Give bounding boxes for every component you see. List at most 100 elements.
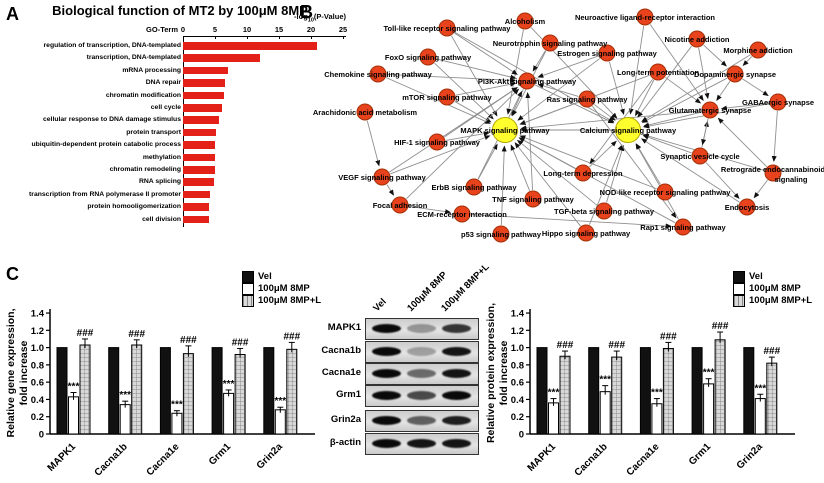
edge-p53-signaling-pathway-to-mapk-signaling-pathway [500,145,507,226]
bar-cacna1e-vel [159,347,171,435]
go-term-bar-chromatin-remodeling [183,166,215,174]
node-nicotine-addiction [688,30,706,48]
go-term-bar-methylation [183,153,215,162]
edge-estrogen-signaling-pathway-to-mapk-signaling-pathway [517,58,601,121]
node-label-hippo-signaling-pathway: Hippo signaling pathway [542,229,631,238]
go-term-bar-regulation-of-transcription-dna-templated [183,42,318,50]
y-tick-label: 0.8 [31,360,44,371]
x-tick-label: 25 [338,25,348,34]
edge-vegf-signaling-pathway-to-mapk-signaling-pathway [390,135,491,175]
edge-neuroactive-ligand-receptor-interaction-to-calcium-signaling-pathway [628,25,645,115]
go-term-label-mrna-processing: mRNA processing [122,66,181,74]
go-term-label-protein-homooligomerization: protein homooligomerization [87,203,181,211]
bar-mapk1-100-m-8mp [68,396,79,435]
panel-c-letter: C [6,264,19,284]
y-tick-label: 0.8 [511,360,524,371]
bar-grm1-100-m-8mp [223,392,235,435]
8mp-swatch [242,283,254,295]
go-term-bar-transcription-dna-templated [183,54,260,62]
node-label-synaptic-vesicle-cycle: Synaptic vesicle cycle [660,152,739,161]
blot-band-actin-0 [372,439,401,448]
node-synaptic-vesicle-cycle [691,147,709,165]
edge-dopaminergic-synapse-to-gabaergic-synapse [742,78,769,96]
sig-cacna1e-100-m-8mp-l: ### [180,335,197,346]
edge-estrogen-signaling-pathway-to-calcium-signaling-pathway [608,61,625,116]
x-tick-label: 0 [180,25,186,34]
sig-cacna1e-100-m-8mp: *** [171,400,183,411]
x-tick-label-cacna1e: Cacna1e [625,441,662,478]
blot-lane-grin2a [365,410,479,432]
edge-ecm-receptor-interaction-to-rap1-signaling-pathway [470,214,673,229]
edge-estrogen-signaling-pathway-to-pi3k-akt-signaling-pathway [537,55,599,78]
node-label-nod-like-receptor-signaling-pathway: NOD-like receptor signaling pathway [600,188,732,197]
node-label-neuroactive-ligand-receptor-interaction: Neuroactive ligand-receptor interaction [575,13,715,22]
node-estrogen-signaling-pathway [598,44,616,62]
x-tick-label-grm1: Grm1 [687,441,714,468]
node-mtor-signaling-pathway [438,88,456,106]
x-tick-label: 15 [274,25,284,34]
go-term-bar-cell-cycle [183,104,223,112]
edge-endocytosis-to-calcium-signaling-pathway [641,138,740,203]
gene-expression-bar-chart: 0 0.2 0.4 0.6 0.8 1.0 1.2 1.4 Relative gene expr… [5,308,315,479]
bar-grin2a-100-m-8mp [274,409,286,435]
node-label-erbb-signaling-pathway: ErbB signaling pathway [431,183,517,192]
sig-cacna1b-100-m-8mp: *** [119,390,131,401]
blot-lane-grm1 [365,385,479,407]
x-tick-label-cacna1b: Cacna1b [93,441,130,478]
node-morphine-addiction [749,41,767,59]
protein-chart-legend: Vel 100μM 8MP 100μM 8MP+L [733,271,812,307]
blot-band-actin-1 [407,439,436,448]
go-term-label-chromatin-remodeling: chromatin remodeling [109,166,181,173]
blot-band-cacna1b-2 [442,347,471,356]
go-term-bar-chromatin-modification [183,91,224,100]
edge-hif-1-signaling-pathway-to-mapk-signaling-pathway [445,131,490,141]
bar-cacna1e-100-m-8mp [171,412,183,435]
edge-tgf-beta-signaling-pathway-to-calcium-signaling-pathway [606,144,625,203]
blot-band-mapk1-0 [372,324,401,333]
go-term-label-regulation-of-transcription-dna-templated: regulation of transcription, DNA-templat… [43,42,181,49]
go-term-bar-ubiquitin-dependent-protein-catabolic-process [183,141,215,149]
node-toll-like-receptor-signaling-pathway [438,19,456,37]
sig-grin2a-100-m-8mp-l: ### [283,331,300,342]
node-tnf-signaling-pathway [524,190,542,208]
blot-band-mapk1-1 [407,324,436,333]
node-erbb-signaling-pathway [465,178,483,196]
legend-label: 100μM 8MP [749,283,801,294]
8mp-l-swatch [242,295,254,307]
bar-grin2a-vel [263,347,275,435]
node-p53-signaling-pathway [492,225,510,243]
gene-chart-legend: Vel 100μM 8MP 100μM 8MP+L [242,271,321,307]
sig-cacna1e-100-m-8mp-l: ### [660,331,677,342]
node-label-retrograde-endocannabinoid: Retrograde endocannabinoid signaling [721,165,824,184]
legend-item-8mp-l: 100μM 8MP+L [733,295,812,307]
bar-cacna1e-100-m-8mp-l [182,353,194,435]
y-tick-label: 0.6 [31,378,44,389]
edge-arachidonic-acid-metabolism-to-vegf-signaling-pathway [366,120,381,167]
edge-ras-signaling-pathway-to-pi3k-akt-signaling-pathway [537,83,579,97]
legend-label: Vel [258,271,272,282]
bar-mapk1-vel [56,347,68,435]
edge-nicotine-addiction-to-dopaminergic-synapse [703,44,727,67]
edge-dopaminergic-synapse-to-glutamatergic-synapse [716,81,731,101]
bar-grm1-100-m-8mp-l [714,339,726,435]
node-arachidonic-acid-metabolism [356,103,374,121]
y-axis-title-line: fold increase [18,340,30,405]
node-label-endocytosis: Endocytosis [725,203,770,212]
legend-item-8mp: 100μM 8MP [242,283,321,295]
blot-row-label-cacna1e: Cacna1e [321,367,361,378]
edge-vegf-signaling-pathway-to-pi3k-akt-signaling-pathway [389,87,518,173]
protein-expression-bar-chart: 0 0.2 0.4 0.6 0.8 1.0 1.2 1.4 Relative protein e… [485,303,795,479]
y-tick-label: 0.2 [31,412,44,423]
x-tick-label-grm1: Grm1 [207,441,234,468]
blot-band-grin2a-1 [407,416,436,425]
node-gabaergic-synapse [769,93,787,111]
node-foxo-signaling-pathway [419,48,437,66]
y-tick-label: 0.6 [511,378,524,389]
bar-cacna1e-100-m-8mp-l [662,347,674,435]
legend-label: Vel [749,271,763,282]
vel-swatch [242,271,254,283]
bar-cacna1b-100-m-8mp [119,404,131,435]
node-calcium-signaling-pathway [615,117,641,143]
x-tick-label-cacna1b: Cacna1b [573,441,610,478]
